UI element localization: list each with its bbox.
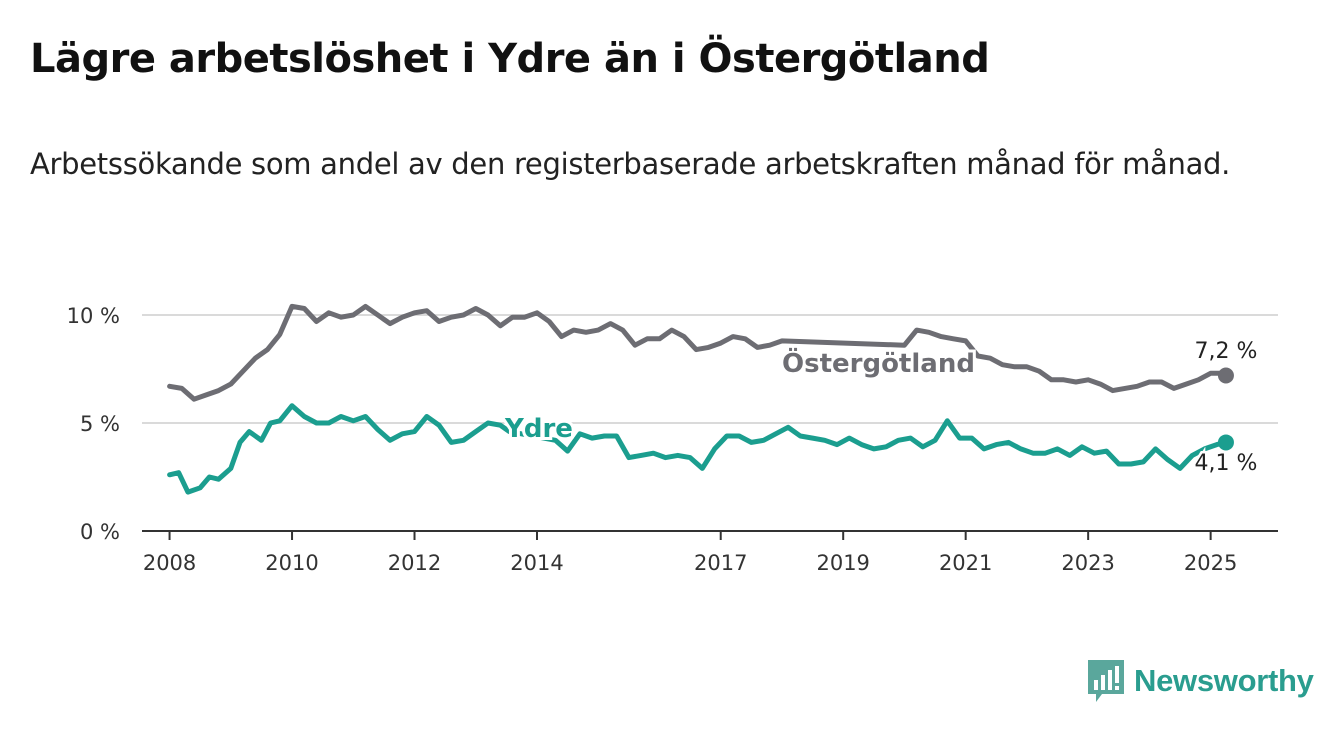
series-labels: Östergötland Ydre 7,2 % 4,1 %: [501, 337, 1260, 479]
bar-chart-icon: [1088, 660, 1124, 702]
chart-title: Lägre arbetslöshet i Ydre än i Östergötl…: [30, 36, 990, 82]
x-tick-label: 2010: [265, 551, 318, 575]
series-label-ydre: Ydre: [504, 414, 573, 444]
x-tick-label: 2008: [143, 551, 196, 575]
series-label-ostergotland: Östergötland: [782, 346, 975, 379]
end-marker-ostergotland: [1217, 367, 1234, 384]
x-tick-label: 2014: [510, 551, 563, 575]
x-tick-label: 2021: [939, 551, 992, 575]
x-tick-label: 2012: [388, 551, 441, 575]
gridlines: [142, 314, 1278, 424]
x-tick-label: 2017: [694, 551, 747, 575]
x-tick-label: 2025: [1184, 551, 1237, 575]
axes: 0 % 5 % 10 % 2008 2010 2012 2014 2017 2019 2021 20…: [67, 304, 1278, 575]
series-line-ostergotland: [167, 303, 1229, 402]
series-line-ydre: [167, 403, 1229, 495]
end-value-label-ostergotland: 7,2 %: [1195, 339, 1258, 364]
series-lines: [167, 303, 1234, 495]
end-value-label-ydre: 4,1 %: [1195, 451, 1258, 476]
x-tick-label: 2019: [816, 551, 869, 575]
end-marker-ydre: [1217, 434, 1234, 451]
y-tick-label: 10 %: [67, 304, 120, 328]
x-tick-label: 2023: [1061, 551, 1114, 575]
chart-subtitle: Arbetssökande som andel av den registerb…: [30, 147, 1231, 181]
y-tick-label: 0 %: [80, 520, 120, 544]
y-tick-label: 5 %: [80, 412, 120, 436]
brand-name: Newsworthy: [1134, 663, 1314, 698]
newsworthy-logo: Newsworthy: [1088, 660, 1314, 702]
